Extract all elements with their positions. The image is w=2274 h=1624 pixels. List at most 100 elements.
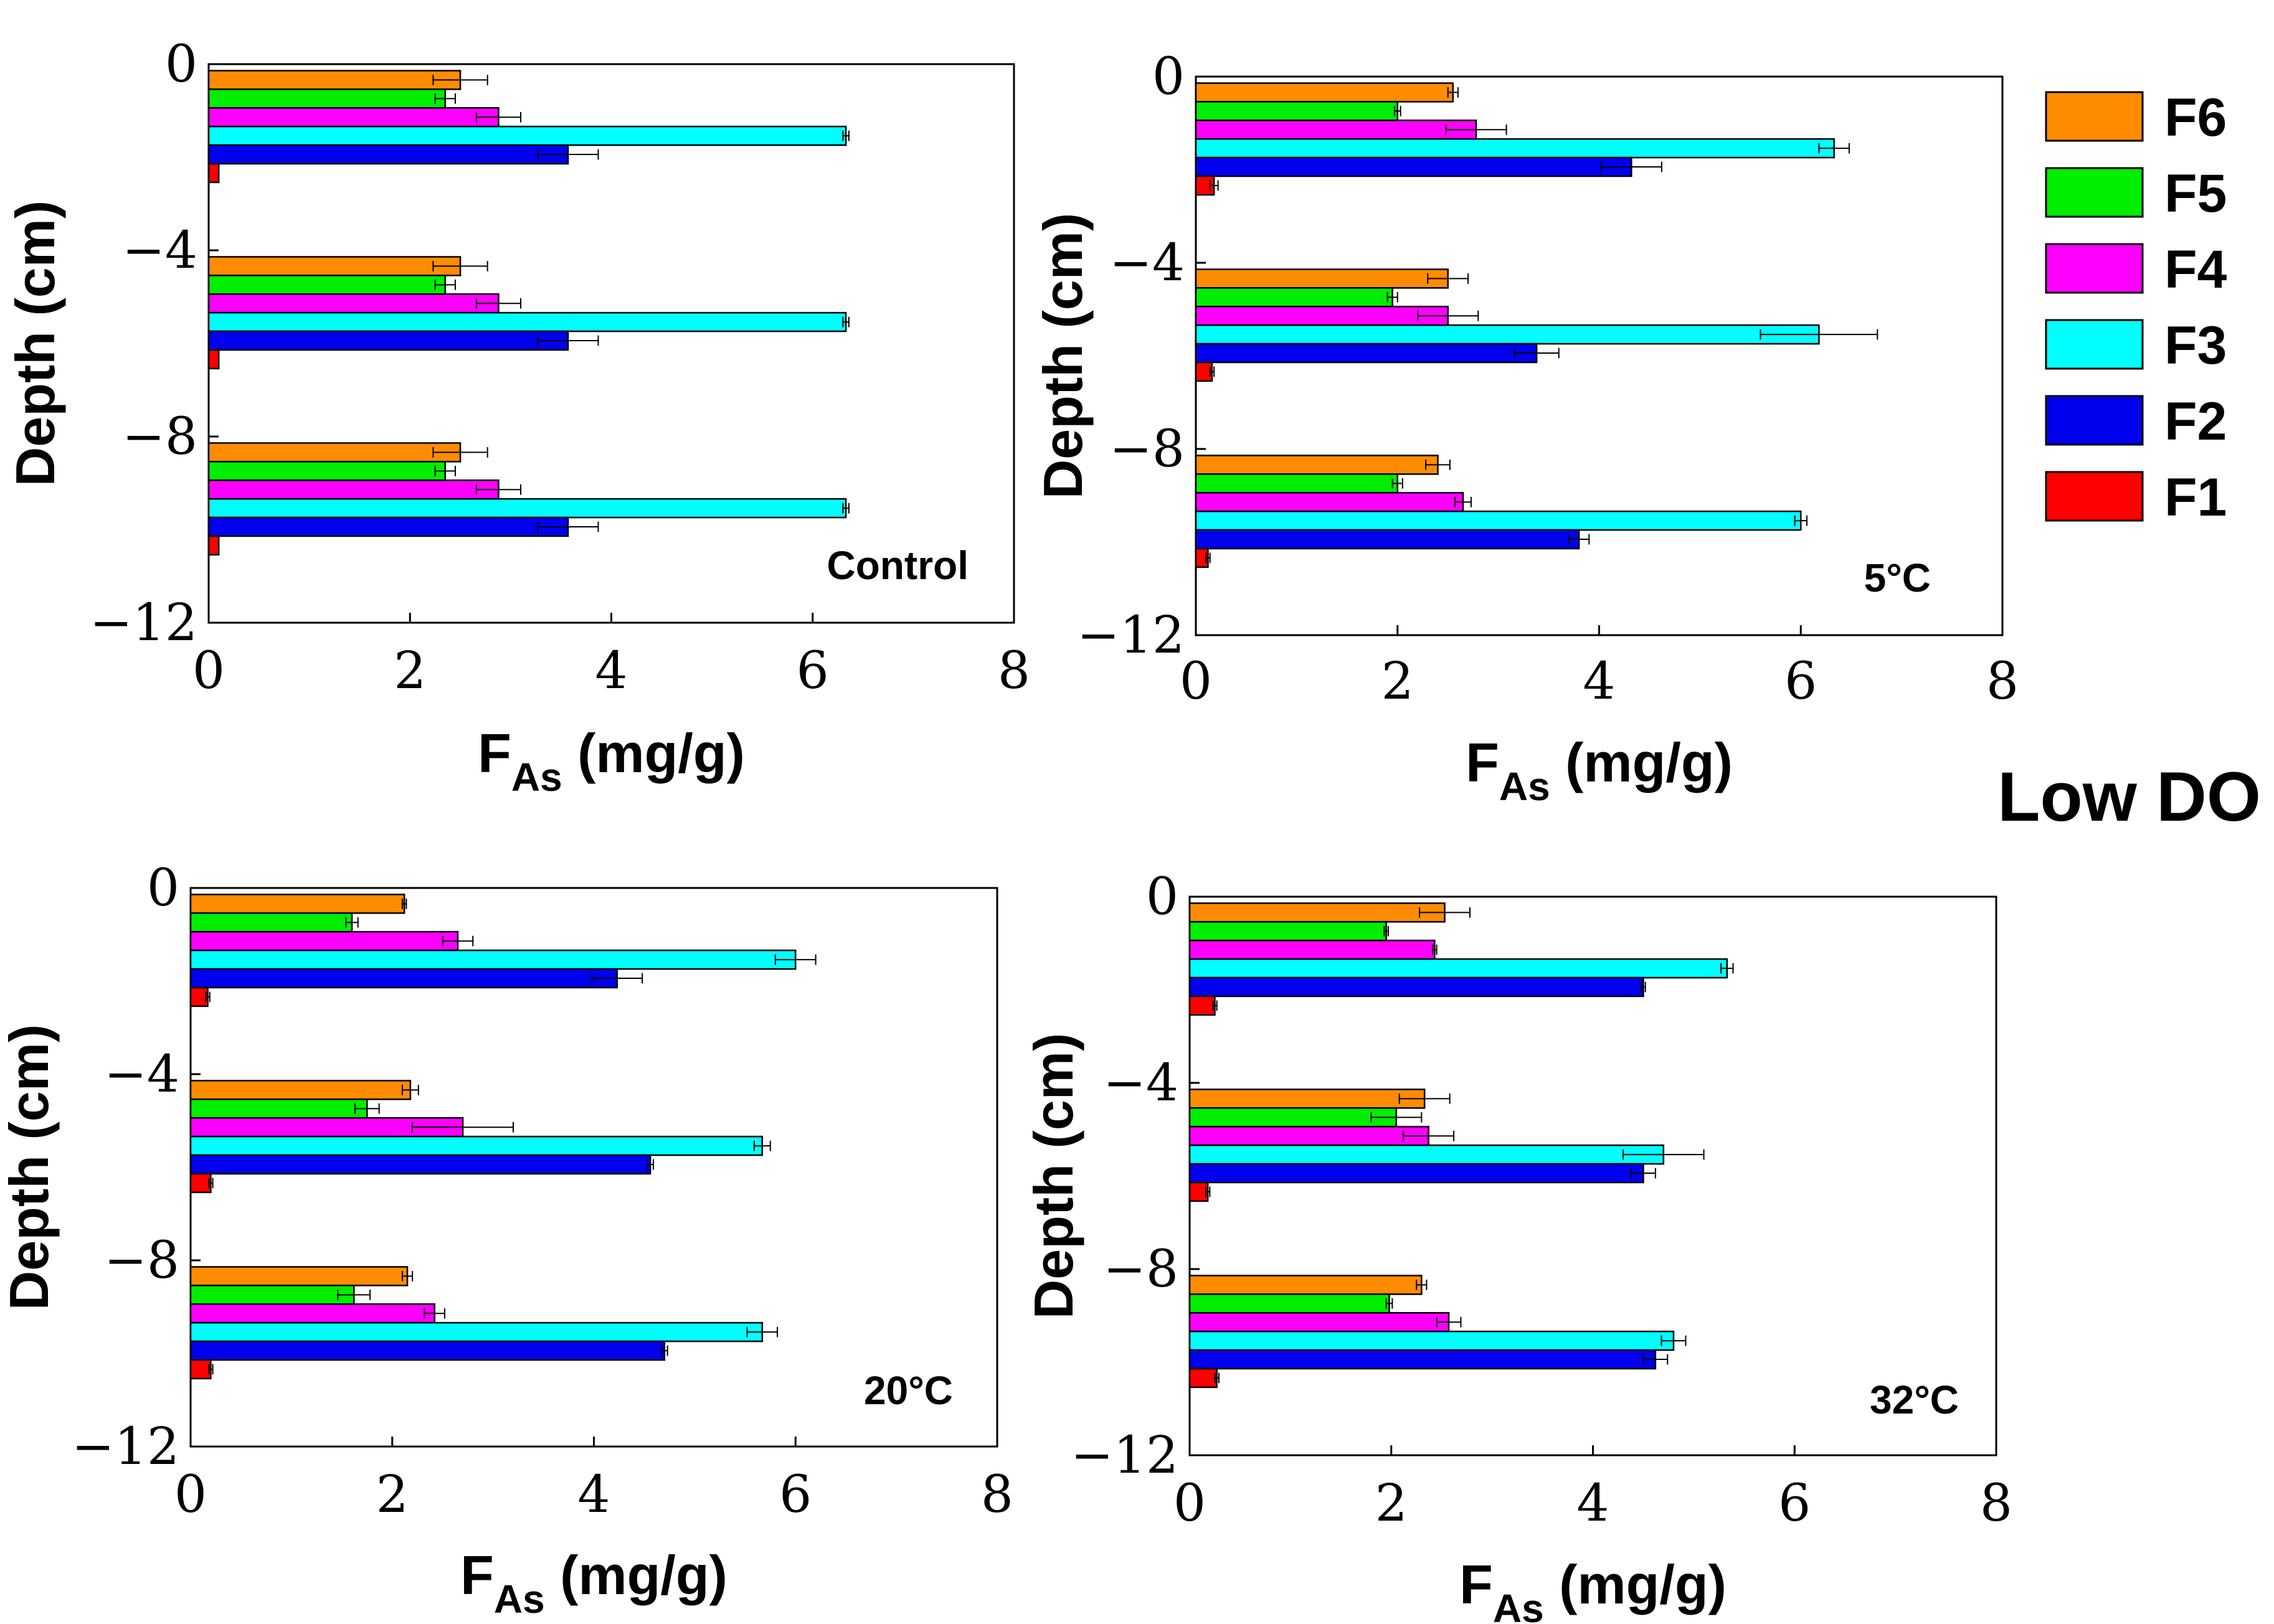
bar-f2-depth-3 xyxy=(207,516,569,537)
legend-swatch-f5 xyxy=(2045,167,2144,218)
y-tick-label: 0 xyxy=(165,35,197,94)
bar-f3-depth-2 xyxy=(1195,324,1820,345)
x-tick-label: 0 xyxy=(1180,652,1212,711)
bar-f3-depth-1 xyxy=(207,125,847,146)
y-tick-label: −4 xyxy=(104,1045,179,1104)
bar-f1-depth-2 xyxy=(1188,1181,1209,1202)
bar-f4-depth-1 xyxy=(207,107,500,128)
bar-f5-depth-2 xyxy=(1195,287,1393,308)
bar-f1-depth-2 xyxy=(207,349,220,370)
figure-title: Low DO xyxy=(1997,758,2261,836)
y-axis-title: Depth (cm) xyxy=(1023,1033,1084,1320)
y-axis-title: Depth (cm) xyxy=(0,1024,60,1311)
x-tick-label: 4 xyxy=(1576,1474,1609,1533)
bar-f5-depth-1 xyxy=(207,88,447,109)
chart-panel-3: 0 2 4 6 8 0 −4 −8 −12 FAs (mg/g) Depth (cm) 20°C xyxy=(0,859,1013,1622)
bar-f2-depth-2 xyxy=(1188,1163,1644,1184)
legend: F6 F5 F4 F3 F2 F1 xyxy=(2045,88,2227,527)
x-tick-label: 8 xyxy=(998,641,1030,701)
chart-panel-2: 0 2 4 6 8 0 −4 −8 −12 FAs (mg/g) Depth (cm) 5°C xyxy=(1032,47,2019,809)
bar-f6-depth-2 xyxy=(1188,1088,1426,1109)
legend-label-f5: F5 xyxy=(2164,164,2227,224)
bar-f6-depth-1 xyxy=(1188,902,1446,923)
bar-f4-depth-1 xyxy=(189,931,459,951)
y-tick-label: −12 xyxy=(1077,606,1185,665)
bar-f3-depth-3 xyxy=(1195,510,1802,531)
x-axis-title-subscript: As xyxy=(494,1577,545,1622)
bar-f6-depth-2 xyxy=(207,256,462,276)
bar-f3-depth-3 xyxy=(1188,1330,1675,1351)
x-tick-label: 2 xyxy=(1381,652,1414,711)
y-tick-label: −4 xyxy=(1103,1054,1178,1113)
bar-f4-depth-2 xyxy=(1195,306,1449,326)
y-axis-title: Depth (cm) xyxy=(1032,213,1094,499)
bar-f5-depth-3 xyxy=(207,461,447,481)
x-tick-label: 2 xyxy=(394,641,426,701)
legend-label-f4: F4 xyxy=(2164,240,2227,300)
bar-f5-depth-2 xyxy=(189,1098,368,1119)
bar-f2-depth-2 xyxy=(1195,342,1538,364)
bar-f3-depth-2 xyxy=(207,311,847,333)
legend-swatch-f6 xyxy=(2045,91,2144,142)
x-tick-label: 4 xyxy=(577,1465,610,1524)
bar-f6-depth-3 xyxy=(1188,1275,1423,1295)
bar-f4-depth-2 xyxy=(1188,1126,1429,1146)
bar-f6-depth-2 xyxy=(189,1080,412,1100)
bar-f4-depth-1 xyxy=(1188,940,1436,960)
bar-f6-depth-3 xyxy=(189,1266,409,1286)
bar-f4-depth-3 xyxy=(1195,492,1464,512)
chart-panel-1: 0 2 4 6 8 0 −4 −8 −12 FAs (mg/g) Depth (cm) Control xyxy=(4,35,1030,800)
y-tick-label: 0 xyxy=(1146,867,1178,927)
bar-f3-depth-2 xyxy=(1188,1144,1665,1165)
bar-f2-depth-2 xyxy=(189,1154,651,1175)
y-tick-label: −4 xyxy=(1109,234,1185,293)
bar-f5-depth-3 xyxy=(1188,1293,1390,1314)
bar-f5-depth-1 xyxy=(189,912,353,933)
chart-panel-4: 0 2 4 6 8 0 −4 −8 −12 FAs (mg/g) Depth (cm) 32°C xyxy=(1023,867,2012,1624)
y-tick-label: 0 xyxy=(147,859,179,918)
legend-label-f6: F6 xyxy=(2164,88,2227,148)
x-axis-title-main: F xyxy=(478,722,511,784)
bar-f5-depth-2 xyxy=(1188,1107,1398,1128)
x-tick-label: 8 xyxy=(1980,1474,2012,1533)
panel-label: Control xyxy=(827,543,969,588)
bar-f1-depth-3 xyxy=(1188,1367,1218,1389)
bar-f1-depth-3 xyxy=(189,1359,212,1380)
x-axis-title: FAs (mg/g) xyxy=(478,722,745,800)
x-tick-label: 0 xyxy=(1173,1474,1206,1533)
x-tick-label: 4 xyxy=(595,641,627,701)
y-tick-label: −8 xyxy=(1103,1240,1178,1299)
bar-f1-depth-1 xyxy=(189,986,209,1008)
bar-f2-depth-1 xyxy=(1188,976,1644,998)
y-tick-label: −12 xyxy=(1071,1426,1178,1485)
y-tick-label: −12 xyxy=(72,1417,179,1476)
bar-f1-depth-2 xyxy=(189,1173,212,1194)
bar-f1-depth-1 xyxy=(207,163,220,184)
bar-f6-depth-3 xyxy=(207,442,462,463)
legend-swatch-f3 xyxy=(2045,319,2144,370)
x-axis-title-unit: (mg/g) xyxy=(1544,1554,1727,1615)
bar-f4-depth-3 xyxy=(207,479,500,500)
bar-f3-depth-2 xyxy=(189,1135,764,1156)
x-tick-label: 0 xyxy=(192,641,225,701)
bar-f3-depth-3 xyxy=(207,498,847,519)
x-tick-label: 2 xyxy=(376,1465,409,1524)
y-tick-label: −8 xyxy=(122,407,197,466)
bar-f3-depth-1 xyxy=(189,949,797,970)
legend-label-f1: F1 xyxy=(2164,468,2227,527)
bar-f4-depth-2 xyxy=(207,293,500,314)
x-tick-label: 6 xyxy=(1778,1474,1811,1533)
legend-swatch-f4 xyxy=(2045,243,2144,294)
bar-f5-depth-1 xyxy=(1188,921,1387,942)
y-tick-label: −8 xyxy=(1109,420,1185,479)
bar-f6-depth-1 xyxy=(1195,82,1454,103)
bar-f5-depth-2 xyxy=(207,275,447,295)
x-tick-label: 4 xyxy=(1583,652,1615,711)
x-axis-title-subscript: As xyxy=(511,755,562,800)
bar-f6-depth-2 xyxy=(1195,268,1449,289)
x-axis-title-subscript: As xyxy=(1499,764,1550,809)
bar-f1-depth-3 xyxy=(207,535,220,556)
legend-label-f2: F2 xyxy=(2164,392,2227,451)
x-tick-label: 2 xyxy=(1375,1474,1408,1533)
legend-swatch-f2 xyxy=(2045,395,2144,446)
